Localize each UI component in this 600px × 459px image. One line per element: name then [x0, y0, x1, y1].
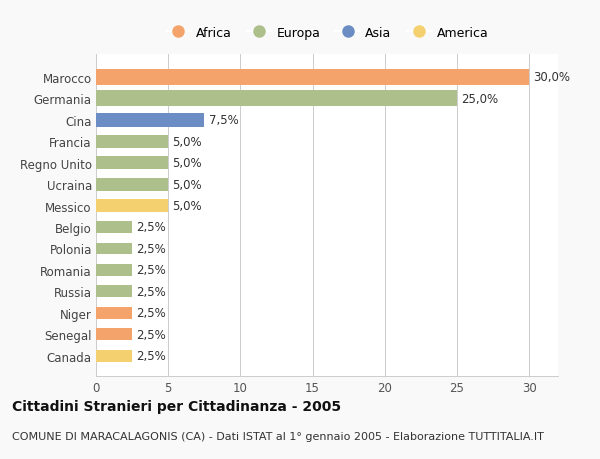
Text: 2,5%: 2,5% — [136, 242, 166, 255]
Text: 2,5%: 2,5% — [136, 221, 166, 234]
Bar — [96, 113, 204, 128]
Text: COMUNE DI MARACALAGONIS (CA) - Dati ISTAT al 1° gennaio 2005 - Elaborazione TUTT: COMUNE DI MARACALAGONIS (CA) - Dati ISTA… — [12, 431, 544, 442]
Bar — [96, 135, 168, 148]
Bar — [96, 200, 168, 213]
Text: 2,5%: 2,5% — [136, 307, 166, 319]
Text: 2,5%: 2,5% — [136, 328, 166, 341]
Text: 5,0%: 5,0% — [173, 135, 202, 148]
Text: 2,5%: 2,5% — [136, 264, 166, 277]
Bar — [96, 286, 132, 297]
Text: 5,0%: 5,0% — [173, 157, 202, 170]
Text: 25,0%: 25,0% — [461, 93, 499, 106]
Text: 5,0%: 5,0% — [173, 178, 202, 191]
Text: 30,0%: 30,0% — [533, 71, 571, 84]
Text: 7,5%: 7,5% — [209, 114, 238, 127]
Bar — [96, 243, 132, 255]
Bar — [96, 91, 457, 107]
Bar — [96, 264, 132, 276]
Bar — [96, 350, 132, 362]
Bar — [96, 307, 132, 319]
Bar — [96, 70, 529, 86]
Text: 2,5%: 2,5% — [136, 349, 166, 362]
Text: 5,0%: 5,0% — [173, 200, 202, 213]
Bar — [96, 178, 168, 191]
Bar — [96, 329, 132, 341]
Text: 2,5%: 2,5% — [136, 285, 166, 298]
Text: Cittadini Stranieri per Cittadinanza - 2005: Cittadini Stranieri per Cittadinanza - 2… — [12, 399, 341, 413]
Legend: Africa, Europa, Asia, America: Africa, Europa, Asia, America — [162, 23, 492, 43]
Bar — [96, 222, 132, 233]
Bar — [96, 157, 168, 170]
